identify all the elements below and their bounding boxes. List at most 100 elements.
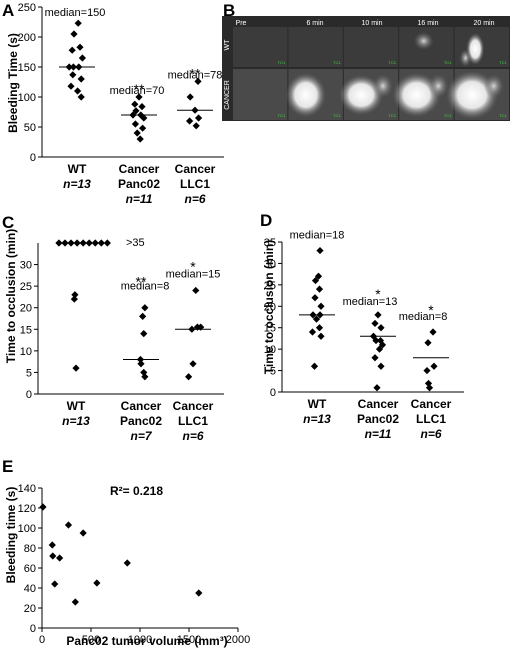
panel-a-data-point (186, 117, 194, 125)
panel-c-data-point (141, 304, 149, 312)
panel-a-marks: 050100150200250WTn=13CancerPanc02n=11Can… (18, 2, 224, 206)
panel-c-data-point (91, 239, 99, 247)
panel-c-data-point (71, 291, 79, 299)
panel-d-data-point (315, 285, 324, 293)
panel-c-y-axis-label: Time to occlusion (min) (4, 229, 18, 363)
panel-b-col-label-20min: 20 min (473, 20, 494, 27)
panel-d-data-point (310, 362, 319, 370)
panel-d-y-axis-label: Time to occlusion (min) (262, 240, 276, 374)
panel-c-category-label: LLC1 (178, 414, 208, 428)
panel-c-n-label: n=6 (182, 429, 203, 443)
panel-d-median-label: median=13 (343, 296, 398, 308)
panel-e-r2-annotation: R²= 0.218 (110, 484, 163, 498)
panel-d-data-point (308, 328, 317, 336)
panel-e-chart: 0 20 40 60 80 100 120 140 0 500 1000 1500 2000 Bleed… (4, 483, 250, 648)
panel-e-y-tick-label: 40 (24, 583, 36, 595)
panel-e-data-point (49, 552, 57, 560)
panel-d-category-label: Cancer (411, 397, 452, 411)
panel-e-data-point (71, 598, 79, 606)
panel-e-data-point (51, 580, 59, 588)
panel-d-data-point (316, 246, 324, 255)
panel-e-data-point (195, 589, 203, 597)
panel-d-y-tick-label: 10 (264, 344, 276, 356)
panel-a-n-label: n=11 (126, 192, 153, 206)
panel-a-data-point (192, 122, 200, 130)
panel-d-n-label: n=13 (303, 412, 331, 426)
panel-a-data-point (140, 114, 148, 122)
panel-b-thrombus (372, 74, 393, 98)
panel-e-x-tick-label: 1000 (128, 634, 152, 646)
panel-c-data-point (139, 312, 147, 320)
panel-a-data-point (77, 75, 85, 83)
panel-d-y-tick-label: 25 (264, 280, 276, 292)
panel-b-scale-label: TC1 (388, 113, 396, 118)
panel-label-c: C (2, 213, 14, 232)
panel-b-scale-label: TC1 (388, 60, 396, 65)
panel-b-thrombus (285, 73, 326, 117)
panel-e-y-tick-label: 60 (24, 563, 36, 575)
panel-e-data-point (48, 541, 56, 549)
panel-d-data-point (429, 328, 437, 336)
panel-a-median-label: median=78 (168, 69, 223, 81)
panel-a-median-label: median=150 (45, 7, 106, 19)
panel-d-data-point (423, 366, 431, 375)
panel-c-y-tick-label: 15 (20, 324, 32, 336)
panel-c-median-label: median=8 (121, 281, 170, 293)
panel-b-scale-label: TC1 (333, 60, 341, 65)
panel-d-significance-stars: * (375, 286, 381, 302)
panel-c-marks: 051015202530WTn=13CancerPanc02n=7CancerL… (20, 239, 224, 443)
panel-a-data-point (69, 71, 77, 79)
panel-c-data-point (141, 373, 149, 381)
panel-b-col-label-16min: 16 min (417, 20, 438, 27)
panel-e-x-axis-label: Panc02 tumor volume (mm³) (66, 634, 227, 648)
panel-e-y-tick-label: 20 (24, 603, 36, 615)
panel-a-n-label: n=13 (63, 177, 91, 191)
panel-d-y-tick-label: 35 (264, 237, 276, 249)
panel-c-data-point (140, 368, 148, 377)
panel-c-y-tick-label: 25 (20, 281, 32, 293)
panel-c-data-point (197, 323, 205, 331)
panel-d-y-tick-label: 15 (264, 323, 276, 335)
panel-d-data-point (315, 324, 324, 332)
panel-c-data-point (79, 239, 87, 247)
panel-d-data-point (372, 336, 380, 345)
panel-b-thrombus (428, 74, 449, 98)
panel-d-chart: 05101520253035WTn=13CancerPanc02n=11Canc… (262, 230, 464, 441)
panel-c-category-label: Cancer (121, 399, 162, 413)
panel-d-data-point (312, 315, 321, 323)
panel-c-data-point (70, 295, 78, 303)
panel-c-n-label: n=7 (130, 429, 152, 443)
panel-a-data-point (67, 82, 75, 90)
panel-label-a: A (2, 1, 14, 20)
panel-d-category-label: Panc02 (357, 412, 399, 426)
panel-a-y-tick-label: 200 (18, 32, 36, 44)
panel-e-data-point (39, 503, 47, 511)
panel-a-data-point (74, 19, 82, 27)
panel-b-scale-label: TC1 (444, 113, 452, 118)
panel-label-b: B (223, 1, 235, 20)
panel-c-category-label: WT (67, 399, 86, 413)
panel-a-median-label: median=70 (110, 85, 165, 97)
panel-c-data-point (61, 239, 69, 247)
panel-e-x-tick-label: 1500 (177, 634, 201, 646)
panel-e-y-tick-label: 0 (30, 623, 36, 635)
panel-a-data-point (131, 120, 139, 128)
panel-a-n-label: n=6 (184, 192, 205, 206)
panel-a-data-point (77, 93, 85, 101)
panel-c-y-tick-label: 20 (20, 303, 32, 315)
panel-d-data-point (374, 311, 382, 319)
panel-a-data-point (139, 124, 147, 132)
panel-d-data-point (424, 339, 432, 347)
panel-c-y-tick-label: 30 (20, 260, 32, 272)
panel-c-data-point (73, 239, 81, 247)
panel-c-chart: 051015202530WTn=13CancerPanc02n=7CancerL… (4, 229, 224, 443)
panel-e-data-point (93, 579, 101, 587)
panel-a-significance-stars: ** (190, 65, 201, 81)
panel-c-data-point (85, 239, 93, 247)
panel-b-frame (343, 27, 399, 67)
panel-d-marks: 05101520253035WTn=13CancerPanc02n=11Canc… (264, 230, 464, 441)
panel-e-x-tick-label: 0 (39, 634, 45, 646)
panel-d-n-label: n=11 (365, 427, 392, 441)
panel-b-thrombus (483, 74, 504, 98)
panel-a-category-label: LLC1 (180, 177, 210, 191)
